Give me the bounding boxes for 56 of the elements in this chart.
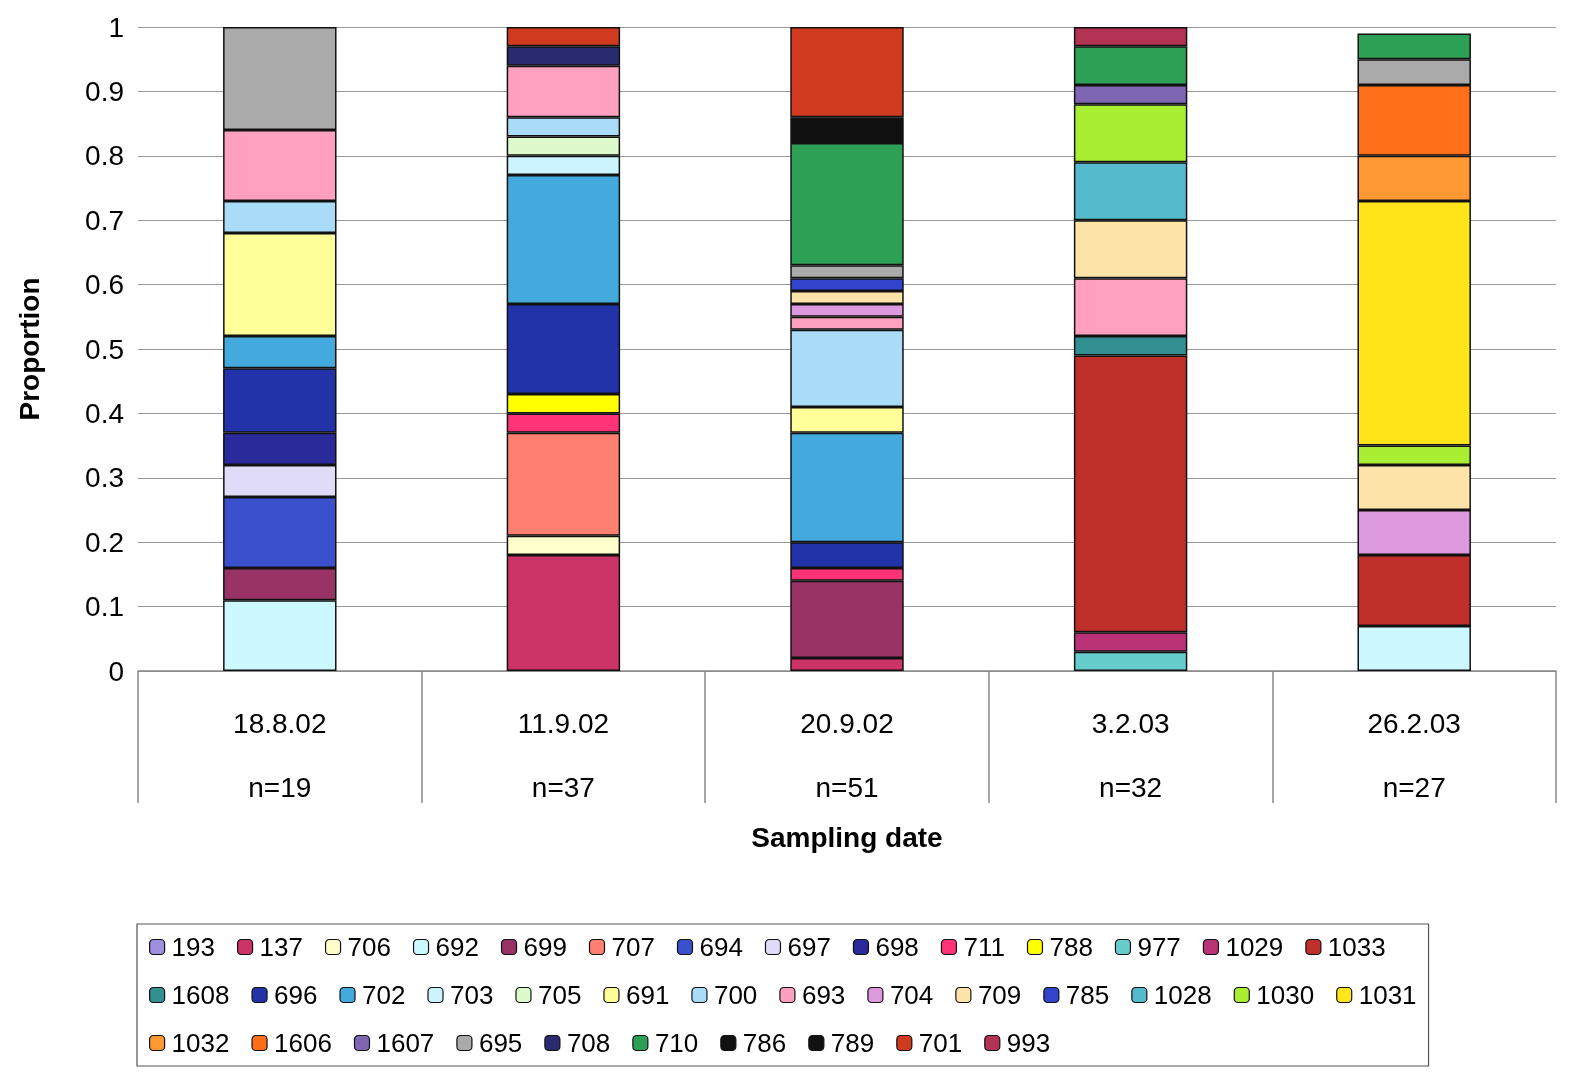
y-tick-label: 0.3 xyxy=(85,462,124,494)
x-tick-label: 26.2.03 n=27 xyxy=(1367,707,1461,803)
legend-label: 786 xyxy=(742,1028,787,1058)
legend-label: 706 xyxy=(347,932,391,962)
legend-label: 710 xyxy=(654,1028,699,1058)
legend-label: 1028 xyxy=(1153,980,1212,1010)
y-tick-label: 0.4 xyxy=(85,397,124,429)
legend-label: 694 xyxy=(699,932,743,962)
legend-label: 1606 xyxy=(274,1028,332,1058)
y-axis-title: Proportion xyxy=(13,277,45,421)
y-tick-label: 0.6 xyxy=(85,269,124,301)
legend-label: 1607 xyxy=(376,1028,435,1058)
legend-label: 789 xyxy=(830,1028,875,1058)
legend-label: 698 xyxy=(875,932,919,962)
legend-label: 696 xyxy=(274,980,318,1010)
legend-label: 137 xyxy=(259,932,303,962)
y-tick-label: 0.5 xyxy=(85,333,124,365)
legend-label: 701 xyxy=(918,1028,963,1058)
legend-label: 993 xyxy=(1006,1028,1051,1058)
x-axis-title: Sampling date xyxy=(751,822,943,854)
legend-label: 1031 xyxy=(1358,980,1417,1010)
legend-label: 708 xyxy=(566,1028,611,1058)
legend-label: 711 xyxy=(963,932,1005,962)
legend-label: 692 xyxy=(435,932,479,962)
legend-label: 707 xyxy=(611,932,655,962)
legend-label: 1030 xyxy=(1256,980,1315,1010)
legend-label: 704 xyxy=(889,980,934,1010)
legend-label: 788 xyxy=(1049,932,1093,962)
y-tick-label: 1 xyxy=(108,11,124,43)
y-tick-label: 0 xyxy=(108,655,124,687)
legend-label: 703 xyxy=(450,980,494,1010)
legend-label: 1033 xyxy=(1327,932,1386,962)
y-tick-label: 0.7 xyxy=(85,204,124,236)
legend-label: 1029 xyxy=(1225,932,1284,962)
legend-label: 699 xyxy=(523,932,567,962)
y-tick-label: 0.2 xyxy=(85,526,124,558)
legend-label: 697 xyxy=(787,932,831,962)
x-tick-label: 18.8.02 n=19 xyxy=(233,707,327,803)
legend-label: 709 xyxy=(977,980,1022,1010)
y-tick-label: 0.9 xyxy=(85,75,124,107)
legend-label: 785 xyxy=(1065,980,1110,1010)
legend-label: 700 xyxy=(713,980,758,1010)
legend-label: 695 xyxy=(478,1028,523,1058)
legend-label: 693 xyxy=(801,980,846,1010)
x-tick-label: 11.9.02 n=37 xyxy=(517,707,610,803)
legend-label: 705 xyxy=(537,980,582,1010)
legend-label: 1608 xyxy=(171,980,230,1010)
y-tick-label: 0.8 xyxy=(85,140,124,172)
legend-label: 691 xyxy=(625,980,670,1010)
legend-label: 193 xyxy=(171,932,215,962)
legend-label: 702 xyxy=(362,980,406,1010)
x-tick-label: 20.9.02 n=51 xyxy=(800,707,894,803)
legend-label: 977 xyxy=(1137,932,1181,962)
y-tick-label: 0.1 xyxy=(85,591,124,623)
x-tick-label: 3.2.03 n=32 xyxy=(1091,707,1170,803)
legend-label: 1032 xyxy=(171,1028,230,1058)
